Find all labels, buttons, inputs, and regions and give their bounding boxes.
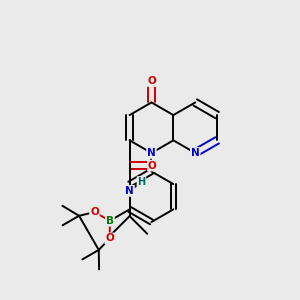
Text: B: B <box>106 216 114 226</box>
Text: H: H <box>137 177 146 187</box>
Text: N: N <box>191 148 200 158</box>
Text: O: O <box>90 207 99 217</box>
Text: N: N <box>125 186 134 196</box>
Text: O: O <box>105 233 114 243</box>
Text: N: N <box>147 148 156 158</box>
Text: O: O <box>148 160 157 171</box>
Text: O: O <box>147 76 156 86</box>
